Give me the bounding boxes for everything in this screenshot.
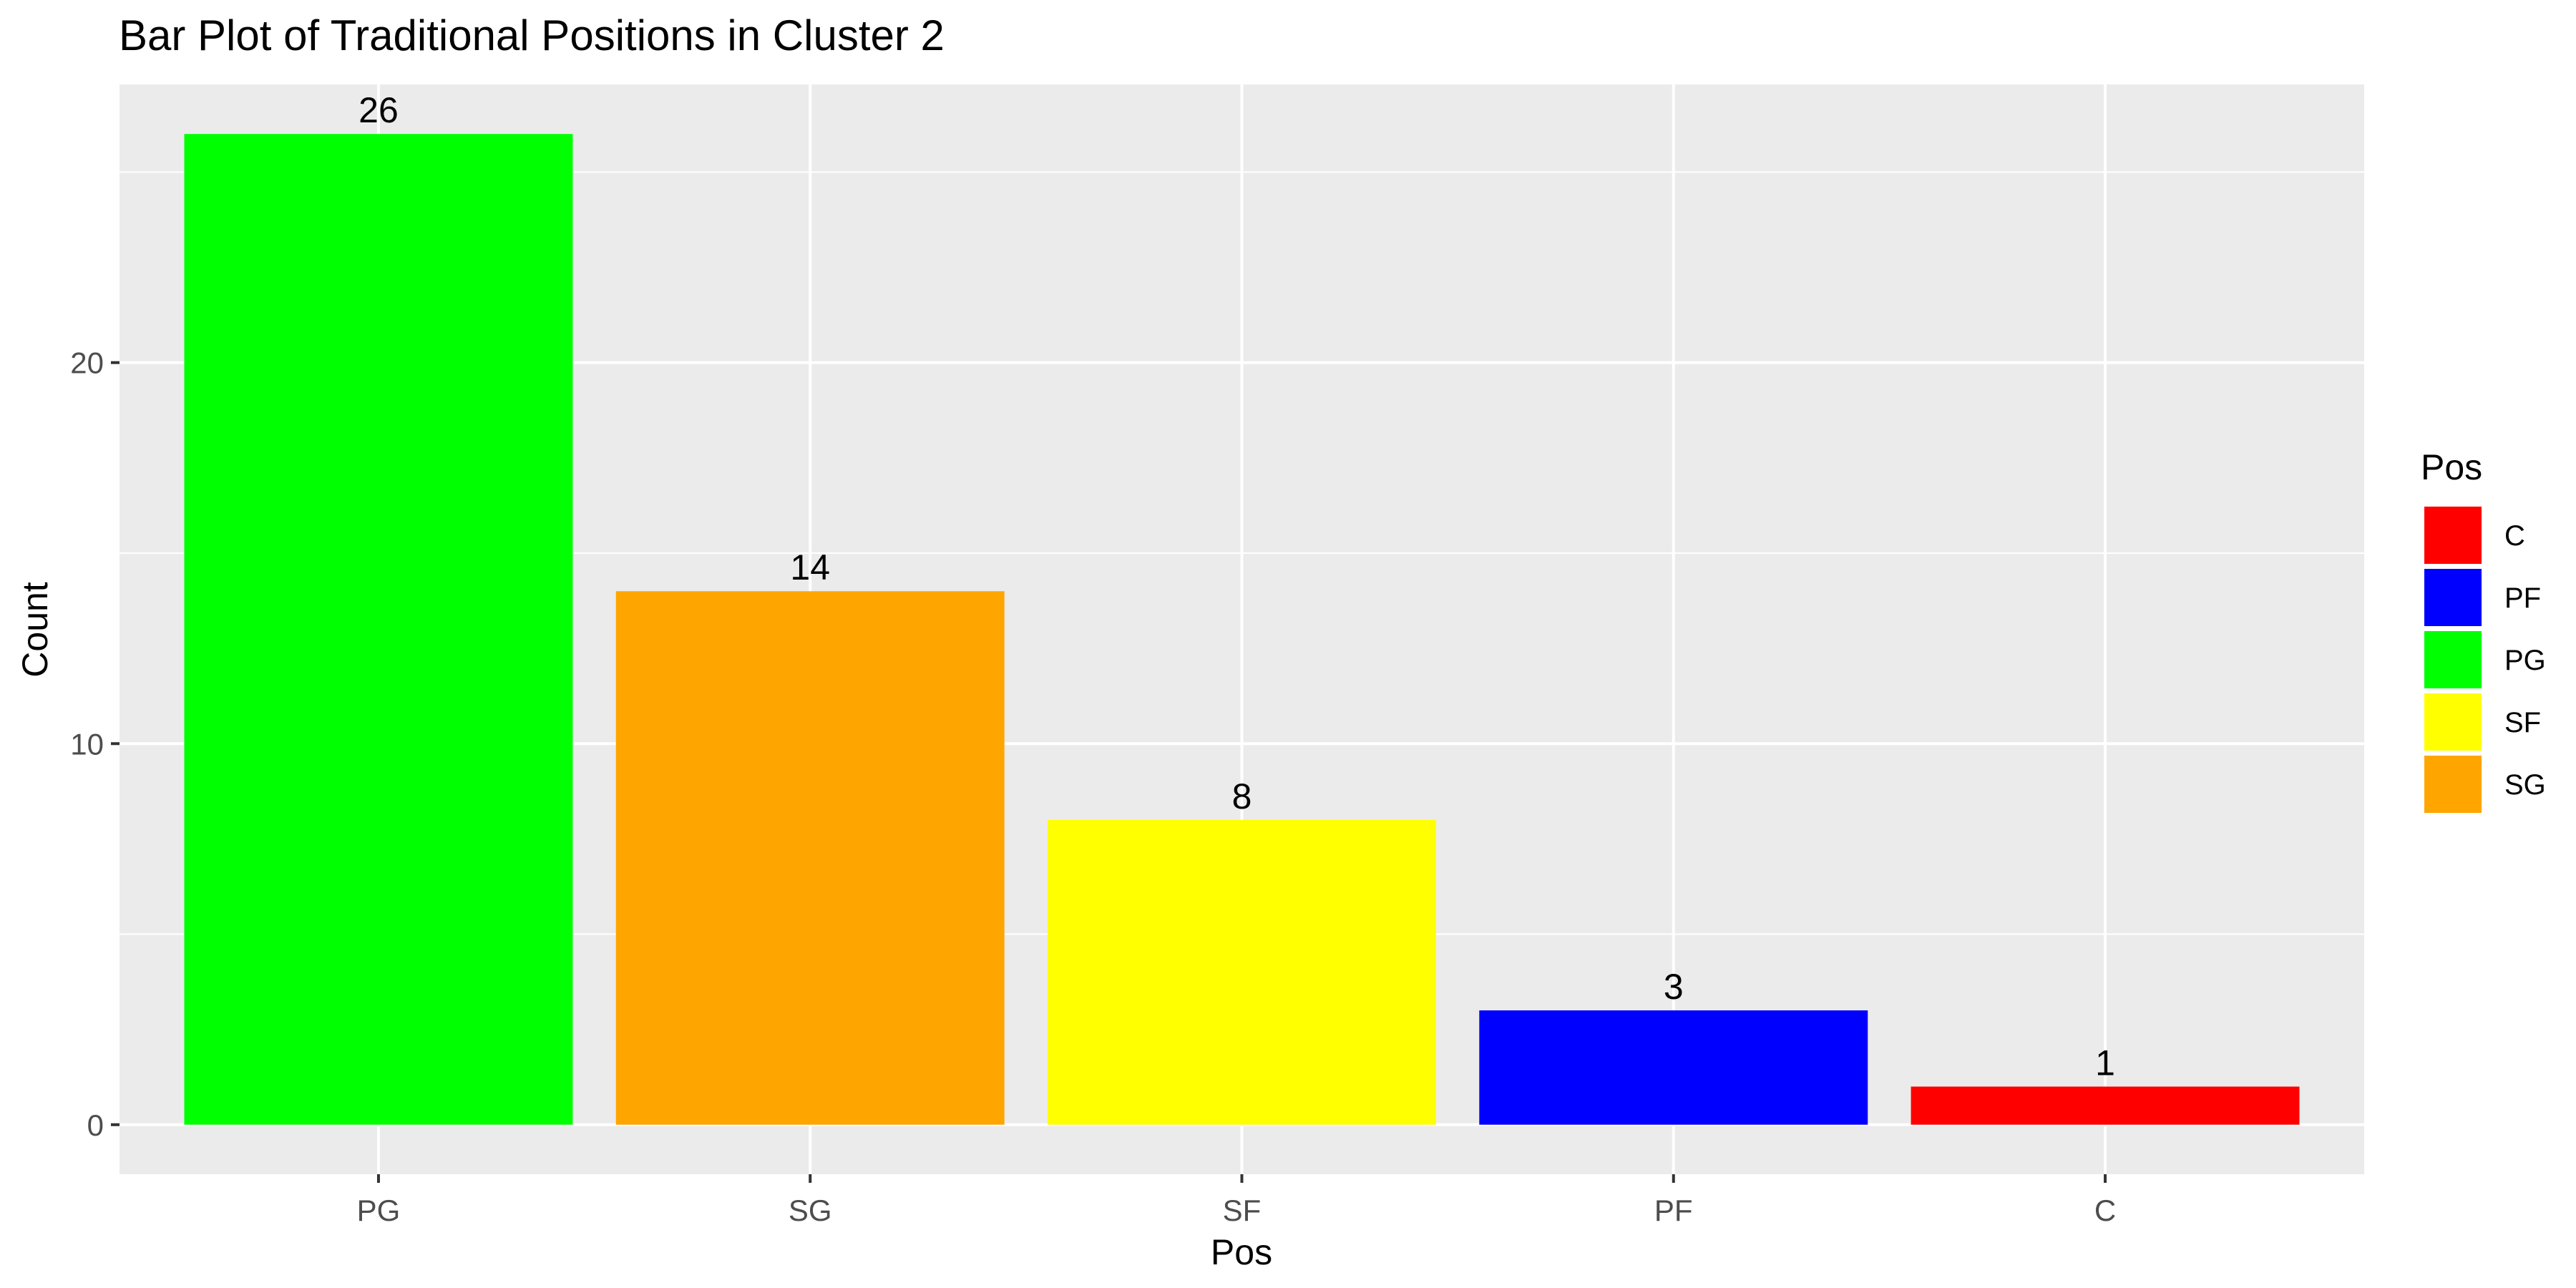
legend-label: PF — [2504, 582, 2541, 614]
chart-title: Bar Plot of Traditional Positions in Clu… — [119, 11, 945, 59]
y-tick-label: 10 — [70, 727, 104, 761]
legend-label: SF — [2504, 707, 2541, 738]
x-tick-label: SF — [1223, 1194, 1262, 1227]
bar-value-label: 8 — [1232, 776, 1252, 816]
y-axis-title: Count — [15, 582, 55, 678]
y-axis: 0 10 20 — [70, 346, 119, 1142]
bar-value-labels: 26 14 8 3 1 — [358, 90, 2115, 1083]
legend-title: Pos — [2421, 447, 2482, 487]
legend-key-c — [2424, 507, 2482, 564]
bar-value-label: 26 — [358, 90, 399, 130]
x-tick-label: C — [2094, 1194, 2116, 1227]
legend-label: C — [2504, 520, 2525, 552]
legend-key-sg — [2424, 756, 2482, 813]
x-tick-label: PF — [1654, 1194, 1693, 1227]
legend-key-pg — [2424, 631, 2482, 688]
x-axis-title: Pos — [1211, 1232, 1272, 1272]
y-tick-label: 20 — [70, 346, 104, 380]
bar-value-label: 1 — [2095, 1043, 2115, 1083]
legend-key-sf — [2424, 693, 2482, 751]
bar-value-label: 3 — [1664, 967, 1684, 1007]
bar-c — [1911, 1086, 2300, 1125]
legend: Pos C PF PG SF SG — [2421, 447, 2546, 813]
bar-sg — [615, 591, 1005, 1125]
bar-value-label: 14 — [790, 547, 830, 587]
legend-label: PG — [2504, 645, 2546, 676]
x-tick-label: PG — [357, 1194, 401, 1227]
x-axis: PG SG SF PF C — [357, 1174, 2116, 1227]
legend-key-pf — [2424, 569, 2482, 626]
legend-items: C PF PG SF SG — [2424, 507, 2546, 813]
bar-pf — [1479, 1010, 1868, 1125]
bars — [184, 134, 2300, 1125]
bar-pg — [184, 134, 573, 1125]
legend-label: SG — [2504, 769, 2546, 801]
y-tick-label: 0 — [87, 1108, 104, 1142]
bar-sf — [1048, 819, 1436, 1125]
x-tick-label: SG — [789, 1194, 832, 1227]
